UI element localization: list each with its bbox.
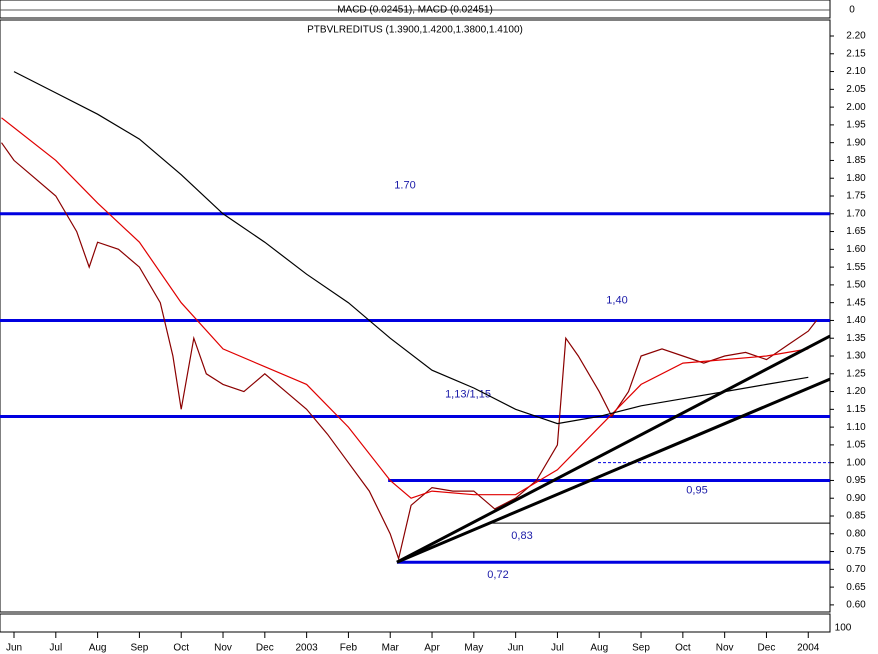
y-tick-label: 0.60 (846, 600, 866, 611)
x-tick-label: Jun (6, 643, 22, 654)
level-label: 0,83 (511, 530, 532, 542)
y-tick-label: 0.75 (846, 546, 866, 557)
y-tick-label: 1.05 (846, 440, 866, 451)
x-tick-label: 2004 (797, 643, 820, 654)
x-tick-label: Nov (716, 643, 734, 654)
trendline (396, 377, 831, 564)
y-tick-label: 0.70 (846, 564, 866, 575)
y-tick-label: 1.75 (846, 191, 866, 202)
y-tick-label: 1.65 (846, 226, 866, 237)
y-tick-label: 1.50 (846, 280, 866, 291)
level-label: 0,95 (686, 484, 707, 496)
x-tick-label: Mar (382, 643, 400, 654)
y-tick-label: 1.80 (846, 173, 866, 184)
x-tick-label: Sep (632, 643, 650, 654)
y-tick-label: 1.00 (846, 457, 866, 468)
y-tick-label: 1.90 (846, 137, 866, 148)
y-tick-label: 2.00 (846, 102, 866, 113)
x-tick-label: Jul (551, 643, 564, 654)
x-tick-label: Dec (256, 643, 274, 654)
series-line (1, 117, 809, 499)
series-line (1, 142, 818, 561)
indicator-tick: 0 (849, 5, 855, 16)
level-label: 1.70 (394, 180, 415, 192)
oscillator-panel (0, 613, 831, 633)
y-tick-label: 1.60 (846, 244, 866, 255)
x-tick-label: Feb (340, 643, 358, 654)
x-tick-label: Nov (214, 643, 232, 654)
y-tick-label: 1.35 (846, 333, 866, 344)
x-tick-label: Dec (758, 643, 776, 654)
y-tick-label: 0.85 (846, 511, 866, 522)
y-tick-label: 2.05 (846, 84, 866, 95)
x-tick-label: Oct (173, 643, 189, 654)
series-line (13, 71, 809, 425)
chart-title: PTBVLREDITUS (1.3900,1.4200,1.3800,1.410… (307, 25, 523, 36)
x-tick-label: 2003 (296, 643, 319, 654)
level-label: 1,13/1,15 (445, 388, 491, 400)
x-tick-label: Sep (131, 643, 149, 654)
trendline (396, 334, 831, 564)
level-label: 0,72 (487, 569, 508, 581)
x-tick-label: Jul (49, 643, 62, 654)
y-tick-label: 1.70 (846, 208, 866, 219)
y-tick-label: 1.25 (846, 368, 866, 379)
x-tick-label: Aug (89, 643, 107, 654)
indicator-title: MACD (0.02451), MACD (0.02451) (337, 5, 493, 16)
indicator-panel (0, 0, 831, 19)
y-tick-label: 1.30 (846, 351, 866, 362)
y-tick-label: 1.55 (846, 262, 866, 273)
y-tick-label: 1.95 (846, 120, 866, 131)
y-tick-label: 0.90 (846, 493, 866, 504)
level-label: 1,40 (606, 294, 627, 306)
y-tick-label: 2.20 (846, 31, 866, 42)
y-tick-label: 1.40 (846, 315, 866, 326)
oscillator-tick: 100 (835, 623, 852, 634)
x-tick-label: Jun (508, 643, 524, 654)
y-tick-label: 1.15 (846, 404, 866, 415)
x-tick-label: Oct (675, 643, 691, 654)
y-tick-label: 1.20 (846, 386, 866, 397)
x-tick-label: May (464, 643, 483, 654)
y-tick-label: 0.80 (846, 528, 866, 539)
x-tick-label: Apr (424, 643, 440, 654)
y-tick-label: 0.65 (846, 582, 866, 593)
y-tick-label: 2.15 (846, 48, 866, 59)
y-tick-label: 0.95 (846, 475, 866, 486)
y-tick-label: 1.45 (846, 297, 866, 308)
y-tick-label: 2.10 (846, 66, 866, 77)
y-tick-label: 1.10 (846, 422, 866, 433)
price-panel (0, 19, 831, 613)
x-tick-label: Aug (590, 643, 608, 654)
y-tick-label: 1.85 (846, 155, 866, 166)
